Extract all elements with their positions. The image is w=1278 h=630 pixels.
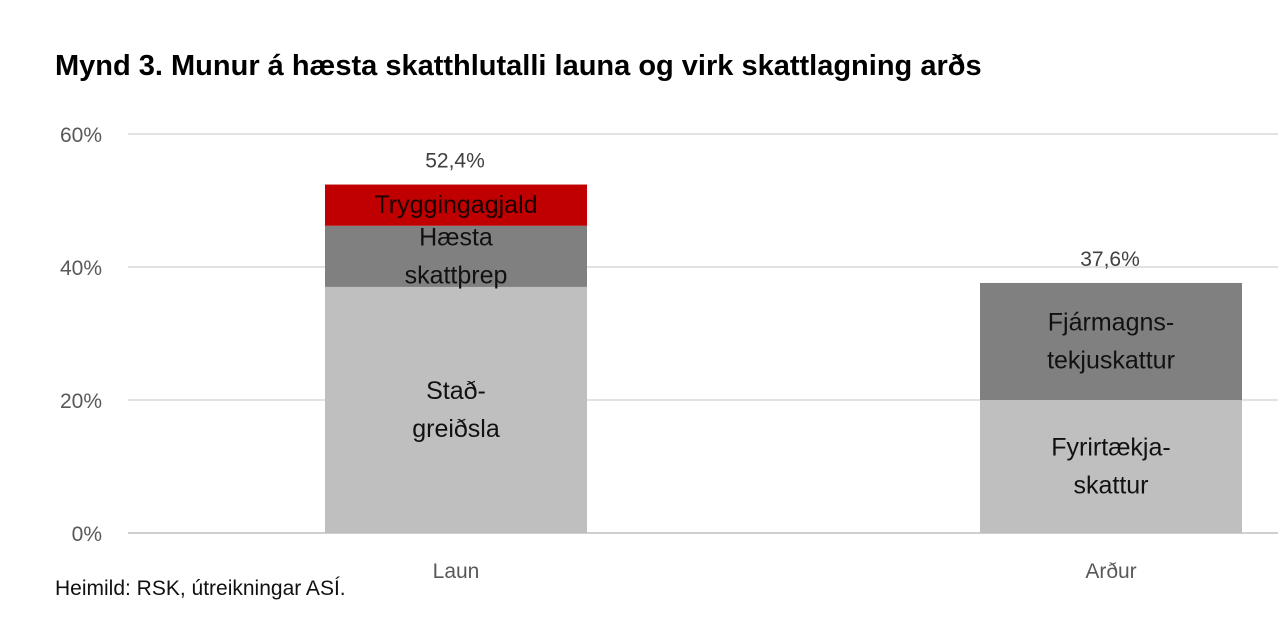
segment-label: Stað-greiðsla xyxy=(412,377,500,443)
segment-label: Hæsta skattþrep xyxy=(405,223,508,289)
segment-label: Tryggingagjald xyxy=(374,191,537,219)
segment-label: Fjármagns-tekjuskattur xyxy=(1047,308,1175,374)
source-note: Heimild: RSK, útreikningar ASÍ. xyxy=(55,577,346,600)
y-tick-label: 0% xyxy=(72,523,102,546)
bar-segment xyxy=(325,286,587,533)
bar-segment xyxy=(325,184,587,226)
segment-label: Fyrirtækja-skattur xyxy=(1051,434,1170,500)
total-label: 37,6% xyxy=(1080,248,1140,271)
bars: Stað-greiðsla Hæsta skattþrep Tryggingagjal… xyxy=(325,150,1242,533)
x-axis: Laun Arður xyxy=(433,560,1137,583)
y-tick-label: 40% xyxy=(60,257,102,280)
bar-segment xyxy=(980,282,1242,400)
bar-segment xyxy=(325,225,587,287)
y-tick-label: 60% xyxy=(60,124,102,147)
bar-segment xyxy=(980,400,1242,533)
y-tick-label: 20% xyxy=(60,390,102,413)
x-category-label: Laun xyxy=(433,560,480,583)
y-axis: 0% 20% 40% 60% xyxy=(60,124,102,546)
total-label: 52,4% xyxy=(425,150,485,173)
x-category-label: Arður xyxy=(1085,560,1136,583)
chart-title: Mynd 3. Munur á hæsta skatthlutalli laun… xyxy=(55,50,982,82)
